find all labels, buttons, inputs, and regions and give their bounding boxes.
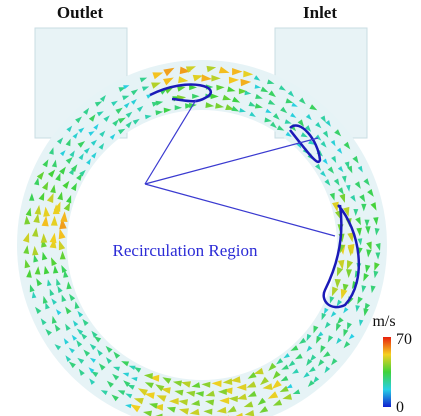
- colorbar-unit: m/s: [372, 313, 395, 330]
- figure: Outlet Inlet Recirculation Region m/s 70…: [0, 0, 421, 416]
- colorbar: [383, 337, 391, 407]
- outlet-label: Outlet: [57, 3, 104, 22]
- colorbar-min: 0: [396, 399, 404, 416]
- annotation: Recirculation Region: [113, 241, 258, 260]
- colorbar-max: 70: [396, 331, 412, 348]
- inlet-label: Inlet: [303, 3, 337, 22]
- pointer-line: [145, 184, 335, 236]
- pointer-line: [145, 138, 318, 184]
